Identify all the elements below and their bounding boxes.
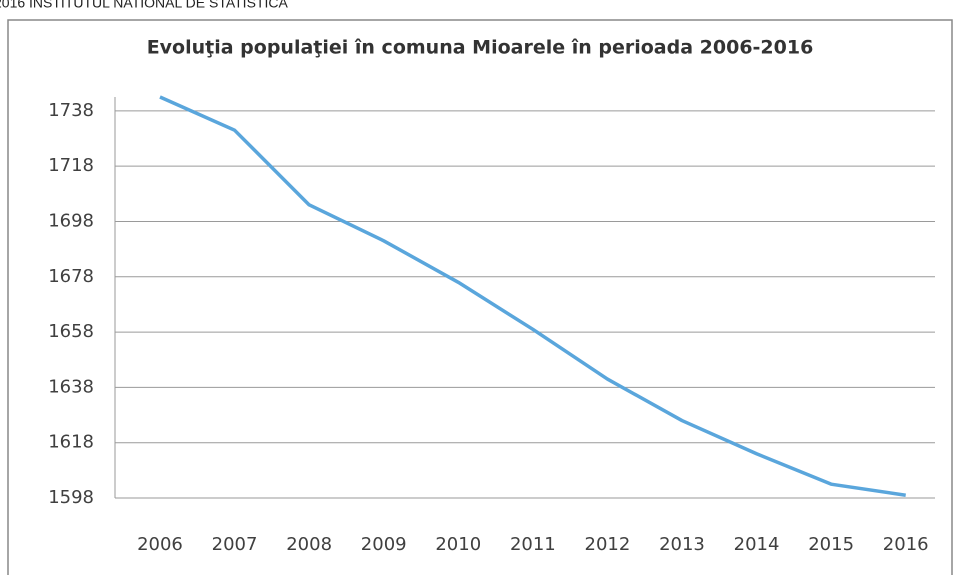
- x-tick-label: 2011: [510, 534, 556, 555]
- y-tick-label: 1698: [48, 210, 94, 231]
- y-tick-label: 1658: [48, 321, 94, 342]
- y-tick-label: 1618: [48, 432, 94, 453]
- x-tick-label: 2009: [361, 534, 407, 555]
- x-tick-label: 2010: [435, 534, 481, 555]
- chart-title: Evoluţia populaţiei în comuna Mioarele î…: [147, 37, 814, 59]
- x-tick-label: 2016: [883, 534, 929, 555]
- x-tick-label: 2008: [286, 534, 332, 555]
- chart-frame: [7, 19, 953, 575]
- x-tick-label: 2013: [659, 534, 705, 555]
- y-tick-label: 1738: [48, 100, 94, 121]
- x-tick-label: 2006: [137, 534, 183, 555]
- y-tick-label: 1638: [48, 376, 94, 397]
- y-tick-label: 1678: [48, 266, 94, 287]
- y-tick-label: 1718: [48, 155, 94, 176]
- data-line: [159, 95, 906, 497]
- source-note: 2016 INSTITUTUL NATIONAL DE STATISTICA: [0, 0, 288, 11]
- x-tick-label: 2012: [585, 534, 631, 555]
- x-tick-label: 2007: [212, 534, 258, 555]
- x-tick-label: 2014: [734, 534, 780, 555]
- x-tick-label: 2015: [808, 534, 854, 555]
- y-tick-label: 1598: [48, 487, 94, 508]
